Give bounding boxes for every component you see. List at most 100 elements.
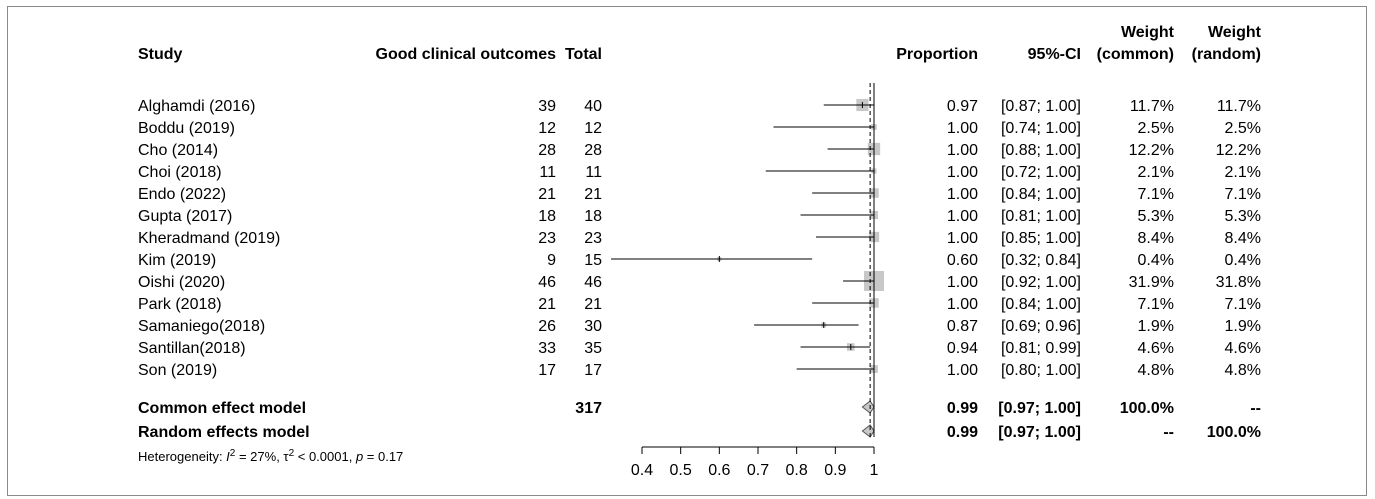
ci-value: [0.92; 1.00]: [1001, 274, 1081, 291]
study-name: Samaniego(2018): [138, 318, 265, 335]
x-tick-label: 0.7: [747, 462, 769, 479]
proportion-value: 1.00: [947, 120, 978, 137]
ci-value: [0.88; 1.00]: [1001, 142, 1081, 159]
header-events: Good clinical outcomes: [376, 46, 557, 63]
total-value: 30: [584, 318, 602, 335]
het-tau-superscript: 2: [289, 448, 295, 459]
het-prefix: Heterogeneity:: [138, 449, 226, 464]
study-name: Gupta (2017): [138, 208, 232, 225]
pooled-ci: [0.97; 1.00]: [998, 400, 1081, 417]
x-tick-label: 0.4: [631, 462, 653, 479]
weight-common-value: 0.4%: [1138, 252, 1174, 269]
total-value: 40: [584, 98, 602, 115]
x-tick-label: 1: [870, 462, 879, 479]
study-row: Samaniego(2018) 26 30 0.87 [0.69; 0.96] 1.9% 1…: [138, 318, 1261, 335]
weight-random-value: 8.4%: [1225, 230, 1261, 247]
study-name: Boddu (2019): [138, 120, 235, 137]
weight-common-value: 1.9%: [1138, 318, 1174, 335]
study-name: Park (2018): [138, 296, 222, 313]
ci-value: [0.80; 1.00]: [1001, 362, 1081, 379]
ci-value: [0.87; 1.00]: [1001, 98, 1081, 115]
pooled-label: Common effect model: [138, 400, 306, 417]
weight-random-value: 7.1%: [1225, 186, 1261, 203]
x-axis: 0.4 0.5 0.6 0.7 0.8 0.9 1: [631, 446, 879, 479]
het-tau-value: < 0.0001,: [294, 449, 356, 464]
weight-random-value: 12.2%: [1216, 142, 1261, 159]
pooled-proportion: 0.99: [947, 424, 978, 441]
weight-common-value: 4.8%: [1138, 362, 1174, 379]
weight-common-value: 11.7%: [1130, 98, 1174, 115]
study-row: Cho (2014) 28 28 1.00 [0.88; 1.00] 12.2% 12.2%: [138, 142, 1261, 159]
proportion-value: 1.00: [947, 164, 978, 181]
total-value: 15: [584, 252, 602, 269]
ci-value: [0.32; 0.84]: [1001, 252, 1081, 269]
ci-value: [0.69; 0.96]: [1001, 318, 1081, 335]
study-row: Oishi (2020) 46 46 1.00 [0.92; 1.00] 31.9% 31.…: [138, 274, 1261, 291]
proportion-value: 1.00: [947, 362, 978, 379]
x-tick-label: 0.6: [708, 462, 730, 479]
study-row: Kim (2019) 9 15 0.60 [0.32; 0.84] 0.4% 0.4%: [138, 252, 1261, 269]
weight-common-value: 8.4%: [1138, 230, 1174, 247]
pooled-weight-common: --: [1163, 424, 1174, 441]
pooled-ci: [0.97; 1.00]: [998, 424, 1081, 441]
proportion-value: 1.00: [947, 142, 978, 159]
weight-common-value: 4.6%: [1138, 340, 1174, 357]
events-value: 21: [538, 296, 556, 313]
header-total: Total: [565, 46, 602, 63]
pooled-proportion: 0.99: [947, 400, 978, 417]
weight-common-value: 31.9%: [1129, 274, 1174, 291]
pooled-row: Random effects model 0.99 [0.97; 1.00] -- 10…: [138, 424, 1261, 441]
study-name: Santillan(2018): [138, 340, 246, 357]
het-i2-value: = 27%,: [235, 449, 283, 464]
x-tick-label: 0.9: [824, 462, 846, 479]
study-row: Alghamdi (2016) 39 40 0.97 [0.87; 1.00] 11.7%…: [138, 98, 1261, 115]
weight-random-value: 2.1%: [1225, 164, 1261, 181]
pooled-diamond: [861, 424, 875, 438]
heterogeneity-text: Heterogeneity: I2 = 27%, τ2 < 0.0001, p …: [138, 448, 403, 464]
figure-frame: Study Good clinical outcomes Total Propo…: [7, 6, 1367, 496]
het-tau-symbol: τ: [283, 449, 289, 464]
events-value: 18: [538, 208, 556, 225]
study-name: Oishi (2020): [138, 274, 225, 291]
study-row: Santillan(2018) 33 35 0.94 [0.81; 0.99] 4.6% 4…: [138, 340, 1261, 357]
proportion-value: 1.00: [947, 296, 978, 313]
study-name: Kheradmand (2019): [138, 230, 280, 247]
weight-random-value: 0.4%: [1225, 252, 1261, 269]
het-i2-symbol: I: [226, 449, 230, 464]
header-proportion: Proportion: [896, 46, 978, 63]
events-value: 17: [538, 362, 556, 379]
events-value: 11: [539, 164, 556, 181]
header-weight-random-line2: (random): [1192, 46, 1261, 63]
events-value: 33: [538, 340, 556, 357]
header-ci: 95%-CI: [1028, 46, 1081, 63]
events-value: 46: [538, 274, 556, 291]
weight-random-value: 2.5%: [1225, 120, 1261, 137]
header-weight-common-line2: (common): [1097, 46, 1174, 63]
plot-marks: [611, 83, 884, 438]
total-value: 18: [584, 208, 602, 225]
events-value: 26: [538, 318, 556, 335]
ci-value: [0.74; 1.00]: [1001, 120, 1081, 137]
total-value: 21: [584, 296, 602, 313]
events-value: 39: [538, 98, 556, 115]
events-value: 9: [547, 252, 556, 269]
pooled-total: 317: [575, 400, 602, 417]
x-tick-label: 0.5: [670, 462, 692, 479]
study-name: Endo (2022): [138, 186, 226, 203]
study-name: Cho (2014): [138, 142, 218, 159]
events-value: 28: [538, 142, 556, 159]
study-row: Endo (2022) 21 21 1.00 [0.84; 1.00] 7.1% 7.1%: [138, 186, 1261, 203]
proportion-value: 1.00: [947, 230, 978, 247]
proportion-value: 1.00: [947, 186, 978, 203]
weight-random-value: 1.9%: [1225, 318, 1261, 335]
weight-common-value: 2.1%: [1138, 164, 1174, 181]
weight-common-value: 7.1%: [1138, 186, 1174, 203]
weight-random-value: 4.8%: [1225, 362, 1261, 379]
weight-random-value: 11.7%: [1217, 98, 1261, 115]
weight-random-value: 4.6%: [1225, 340, 1261, 357]
ci-value: [0.84; 1.00]: [1001, 186, 1081, 203]
ci-value: [0.72; 1.00]: [1001, 164, 1081, 181]
total-value: 35: [584, 340, 602, 357]
pooled-diamond: [861, 400, 875, 414]
study-row: Choi (2018) 11 11 1.00 [0.72; 1.00] 2.1% 2.1%: [138, 164, 1261, 181]
